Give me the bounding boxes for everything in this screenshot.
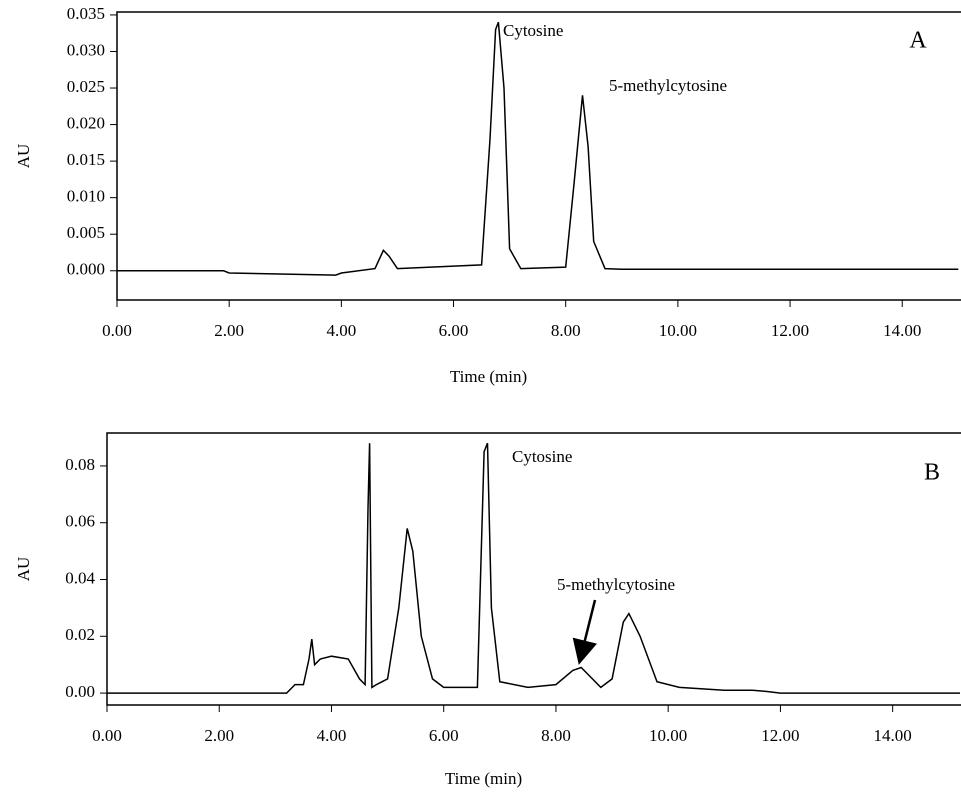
y-tick-label: 0.015 bbox=[67, 150, 105, 169]
y-tick-label: 0.030 bbox=[67, 40, 105, 59]
x-tick-label: 2.00 bbox=[204, 726, 234, 745]
plot-frame bbox=[116, 11, 961, 301]
x-tick-label: 14.00 bbox=[883, 321, 921, 340]
peak-label: Cytosine bbox=[512, 447, 572, 466]
x-tick-label: 8.00 bbox=[551, 321, 581, 340]
x-tick-label: 4.00 bbox=[317, 726, 347, 745]
y-tick-label: 0.02 bbox=[65, 625, 95, 644]
trace bbox=[117, 21, 959, 276]
x-axis-title: Time (min) bbox=[450, 367, 527, 386]
x-tick-label: 4.00 bbox=[326, 321, 356, 340]
panel-label: A bbox=[909, 28, 927, 54]
y-tick-label: 0.06 bbox=[65, 512, 95, 531]
peak-label: 5-methylcytosine bbox=[609, 76, 727, 95]
x-tick-label: 0.00 bbox=[102, 321, 132, 340]
y-tick-label: 0.035 bbox=[67, 4, 105, 23]
y-axis-title: AU bbox=[14, 557, 33, 582]
peak-label: Cytosine bbox=[503, 21, 563, 40]
x-tick-label: 6.00 bbox=[429, 726, 459, 745]
y-axis-title: AU bbox=[14, 144, 33, 169]
y-tick-label: 0.00 bbox=[65, 682, 95, 701]
panel-label: B bbox=[924, 460, 940, 486]
x-tick-label: 12.00 bbox=[771, 321, 809, 340]
x-tick-label: 14.00 bbox=[874, 726, 912, 745]
x-tick-label: 10.00 bbox=[649, 726, 687, 745]
plot-frame bbox=[106, 432, 961, 706]
y-tick-label: 0.005 bbox=[67, 223, 105, 242]
x-tick-label: 0.00 bbox=[92, 726, 122, 745]
peak-label: 5-methylcytosine bbox=[557, 575, 675, 594]
arrow bbox=[572, 599, 597, 665]
trace bbox=[107, 442, 960, 694]
y-tick-label: 0.000 bbox=[67, 260, 105, 279]
y-tick-label: 0.010 bbox=[67, 187, 105, 206]
x-axis-title: Time (min) bbox=[445, 769, 522, 788]
y-tick-label: 0.025 bbox=[67, 77, 105, 96]
x-tick-label: 2.00 bbox=[214, 321, 244, 340]
y-tick-label: 0.04 bbox=[65, 568, 95, 587]
x-tick-label: 12.00 bbox=[761, 726, 799, 745]
x-tick-label: 10.00 bbox=[659, 321, 697, 340]
x-tick-label: 8.00 bbox=[541, 726, 571, 745]
y-tick-label: 0.08 bbox=[65, 455, 95, 474]
y-tick-label: 0.020 bbox=[67, 113, 105, 132]
x-tick-label: 6.00 bbox=[439, 321, 469, 340]
